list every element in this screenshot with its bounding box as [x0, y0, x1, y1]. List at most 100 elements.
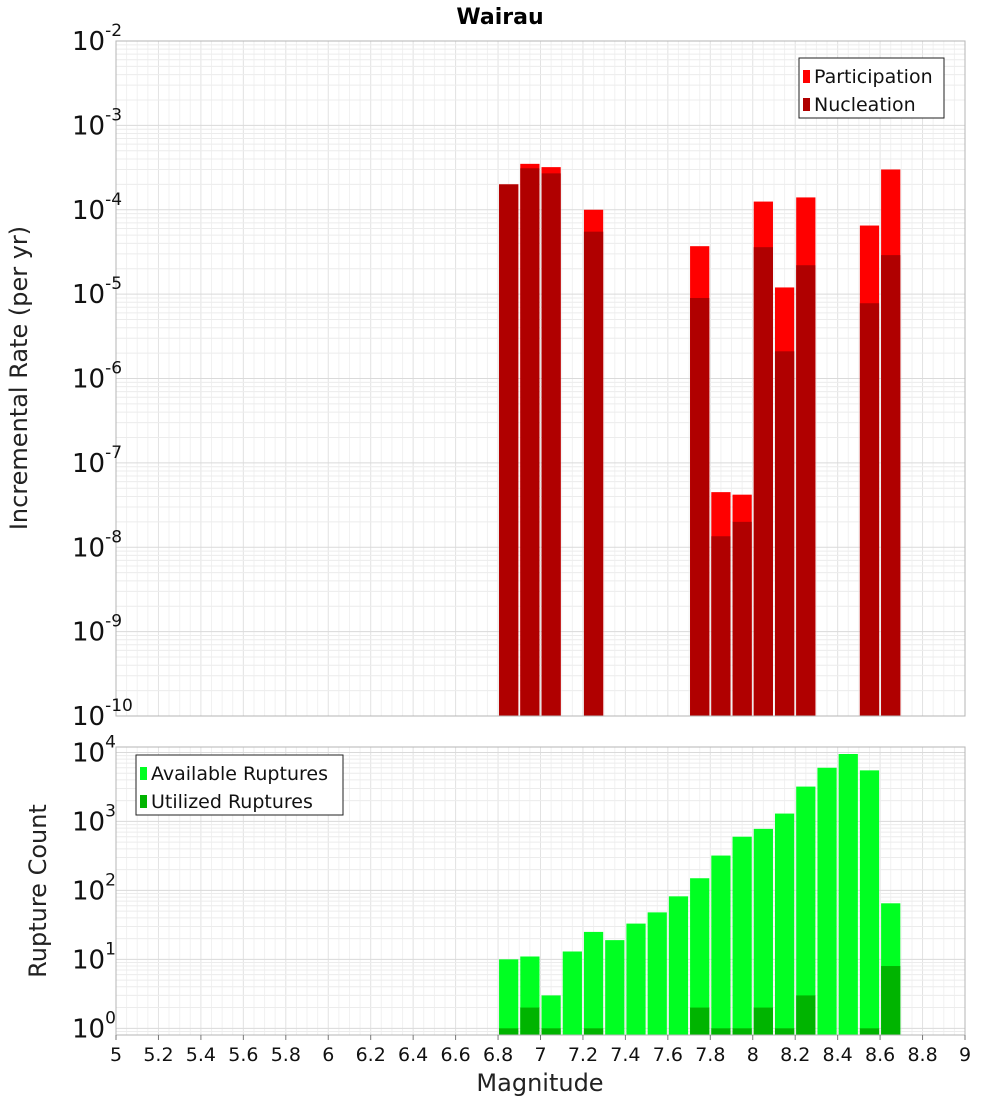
bar [605, 940, 625, 1035]
bar [753, 1007, 773, 1035]
y-tick-label: 10-9 [72, 612, 122, 648]
bar [583, 1028, 604, 1035]
rupture-count-panel: 100 101 102 103 104 5 5.2 5.4 5.6 5.8 6 6.2 6.4 6.6 6.… [72, 732, 971, 1066]
x-tick-label: 8 [747, 1044, 759, 1066]
bar [859, 1028, 880, 1035]
bar [690, 1007, 710, 1035]
x-tick-label: 6.6 [440, 1044, 470, 1066]
bar [626, 923, 646, 1035]
bottom-x-ticks: 5 5.2 5.4 5.6 5.8 6 6.2 6.4 6.6 6.8 7 7.2 7.4 7.6 7.8 8… [110, 1035, 971, 1066]
bar [541, 1028, 561, 1035]
bar [817, 767, 837, 1035]
legend-swatch [803, 98, 810, 111]
x-tick-label: 5.4 [186, 1044, 216, 1066]
x-tick-label: 8.2 [780, 1044, 810, 1066]
top-y-ticks: 10-10 10-9 10-8 10-7 10-6 10-5 10-4 10-3 10-2 [72, 21, 133, 732]
y-tick-label: 103 [72, 801, 116, 837]
participation-nucleation-panel: 10-10 10-9 10-8 10-7 10-6 10-5 10-4 10-3 10-2 Par… [72, 21, 966, 732]
bar [796, 265, 816, 716]
x-tick-label: 5.8 [271, 1044, 301, 1066]
bar [796, 786, 816, 1035]
legend-box [798, 57, 945, 119]
y-tick-label: 10-7 [72, 443, 122, 479]
bar [541, 173, 561, 716]
bar [499, 184, 519, 717]
bar [732, 521, 752, 716]
x-tick-label: 7.8 [695, 1044, 725, 1066]
bar [520, 1007, 540, 1035]
legend-swatch [803, 70, 810, 83]
y-tick-label: 10-6 [72, 359, 122, 395]
legend-entry: Nucleation [814, 94, 916, 116]
y-tick-label: 10-2 [72, 21, 122, 57]
bar [753, 828, 773, 1035]
bar [796, 995, 816, 1035]
bar [711, 536, 731, 716]
top-plot-frame [115, 40, 966, 717]
y-tick-label: 101 [72, 939, 116, 975]
x-tick-label: 7 [534, 1044, 546, 1066]
bar [520, 168, 540, 716]
bar [774, 1028, 795, 1035]
bar [711, 855, 731, 1035]
x-tick-label: 8.8 [907, 1044, 937, 1066]
legend-swatch [140, 767, 147, 780]
legend-swatch [140, 795, 147, 808]
bar [690, 878, 710, 1035]
bar [562, 951, 582, 1035]
legend-entry: Available Ruptures [151, 763, 328, 785]
bar [711, 1028, 731, 1035]
x-tick-label: 7.4 [610, 1044, 640, 1066]
legend-entry: Participation [814, 66, 933, 88]
y-tick-label: 10-3 [72, 105, 122, 141]
bottom-legend: Available Ruptures Utilized Ruptures [135, 754, 344, 816]
x-tick-label: 6.8 [483, 1044, 513, 1066]
bar [499, 959, 519, 1035]
bar [859, 770, 880, 1035]
bar [583, 931, 604, 1035]
bar [753, 247, 773, 716]
x-tick-label: 9 [959, 1044, 971, 1066]
top-legend: Participation Nucleation [798, 57, 945, 119]
x-tick-label: 6 [322, 1044, 334, 1066]
y-tick-label: 10-4 [72, 190, 122, 226]
y-tick-label: 10-8 [72, 527, 122, 563]
bar [859, 303, 880, 716]
bar [499, 1028, 519, 1035]
bar [732, 836, 752, 1035]
bar [774, 351, 795, 716]
legend-entry: Utilized Ruptures [151, 791, 313, 813]
x-axis-label: Magnitude [476, 1069, 603, 1097]
top-series-1 [499, 168, 901, 717]
x-tick-label: 8.6 [865, 1044, 895, 1066]
top-y-axis-label: Incremental Rate (per yr) [5, 226, 33, 530]
top-gridlines [115, 40, 966, 717]
x-tick-label: 6.2 [356, 1044, 386, 1066]
bar [647, 912, 667, 1035]
bar [881, 255, 901, 716]
bottom-y-ticks: 100 101 102 103 104 [72, 732, 116, 1044]
x-tick-label: 5.2 [143, 1044, 173, 1066]
bar [690, 297, 710, 716]
y-tick-label: 100 [72, 1008, 116, 1044]
bar [583, 231, 604, 716]
y-tick-label: 102 [72, 870, 116, 906]
y-tick-label: 104 [72, 732, 116, 768]
x-tick-label: 5.6 [228, 1044, 258, 1066]
x-tick-label: 8.4 [823, 1044, 853, 1066]
x-tick-label: 6.4 [398, 1044, 428, 1066]
legend-box [135, 754, 344, 816]
bar [838, 753, 858, 1035]
bottom-y-axis-label: Rupture Count [24, 804, 52, 978]
bar [881, 966, 901, 1035]
chart-title: Wairau [456, 5, 543, 30]
bar [774, 813, 795, 1035]
y-tick-label: 10-10 [72, 696, 133, 732]
bar [732, 1028, 752, 1035]
x-tick-label: 5 [110, 1044, 122, 1066]
bar [541, 995, 561, 1035]
x-tick-label: 7.6 [653, 1044, 683, 1066]
x-tick-label: 7.2 [568, 1044, 598, 1066]
y-tick-label: 10-5 [72, 274, 122, 310]
